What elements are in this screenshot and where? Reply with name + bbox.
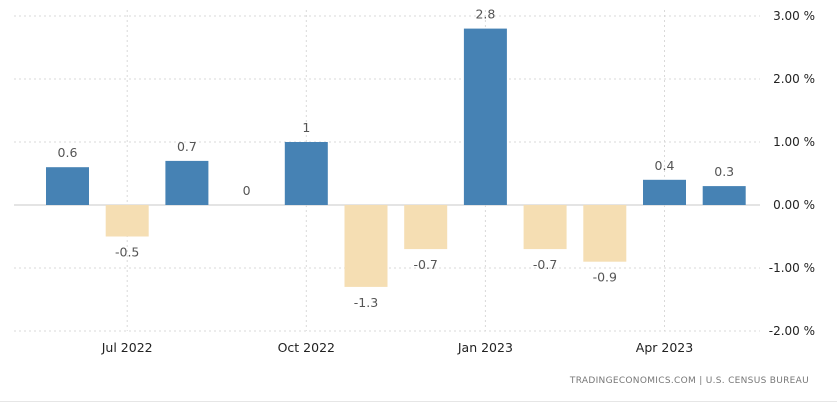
y-tick-label: 2.00 % bbox=[773, 72, 815, 86]
data-label: 2.8 bbox=[475, 7, 495, 22]
data-labels: 0.6 -0.5 0.7 0 1 -1.3 -0.7 2.8 -0.7 -0.9 0.4 0.3 bbox=[58, 7, 735, 310]
data-label: 1 bbox=[302, 120, 310, 135]
y-tick-label: 0.00 % bbox=[773, 198, 815, 212]
bar bbox=[643, 179, 686, 205]
bar bbox=[105, 205, 149, 237]
bar bbox=[702, 186, 746, 205]
data-label: -0.7 bbox=[414, 257, 438, 272]
data-label: -0.9 bbox=[593, 270, 617, 285]
data-label: 0.3 bbox=[714, 164, 734, 179]
bar bbox=[523, 205, 567, 250]
data-label: 0.6 bbox=[58, 145, 78, 160]
x-tick-label: Jan 2023 bbox=[457, 340, 513, 355]
y-tick-label: -1.00 % bbox=[769, 261, 815, 275]
bar bbox=[344, 205, 388, 287]
data-label: -0.7 bbox=[533, 257, 557, 272]
source-credit: TRADINGECONOMICS.COM | U.S. CENSUS BUREA… bbox=[569, 376, 809, 386]
data-label: 0.4 bbox=[655, 158, 675, 173]
bar bbox=[404, 205, 448, 250]
y-tick-label: 1.00 % bbox=[773, 135, 815, 149]
x-tick-label: Apr 2023 bbox=[636, 340, 693, 355]
y-tick-label: -2.00 % bbox=[769, 324, 815, 338]
bars bbox=[46, 28, 746, 287]
data-label: -0.5 bbox=[115, 245, 139, 260]
x-tick-label: Jul 2022 bbox=[101, 340, 153, 355]
data-label: -1.3 bbox=[354, 295, 378, 310]
bottom-divider bbox=[0, 401, 837, 402]
bar bbox=[463, 28, 507, 205]
data-label: 0.7 bbox=[177, 139, 197, 154]
bar bbox=[583, 205, 627, 262]
x-axis-ticks: Jul 2022 Oct 2022 Jan 2023 Apr 2023 bbox=[101, 340, 693, 355]
data-label: 0 bbox=[243, 183, 251, 198]
bar bbox=[46, 167, 89, 205]
bar bbox=[165, 160, 209, 205]
x-tick-label: Oct 2022 bbox=[278, 340, 335, 355]
bar bbox=[284, 142, 328, 205]
y-tick-label: 3.00 % bbox=[773, 9, 815, 23]
y-axis-ticks: 3.00 % 2.00 % 1.00 % 0.00 % -1.00 % -2.00 % bbox=[769, 9, 815, 338]
